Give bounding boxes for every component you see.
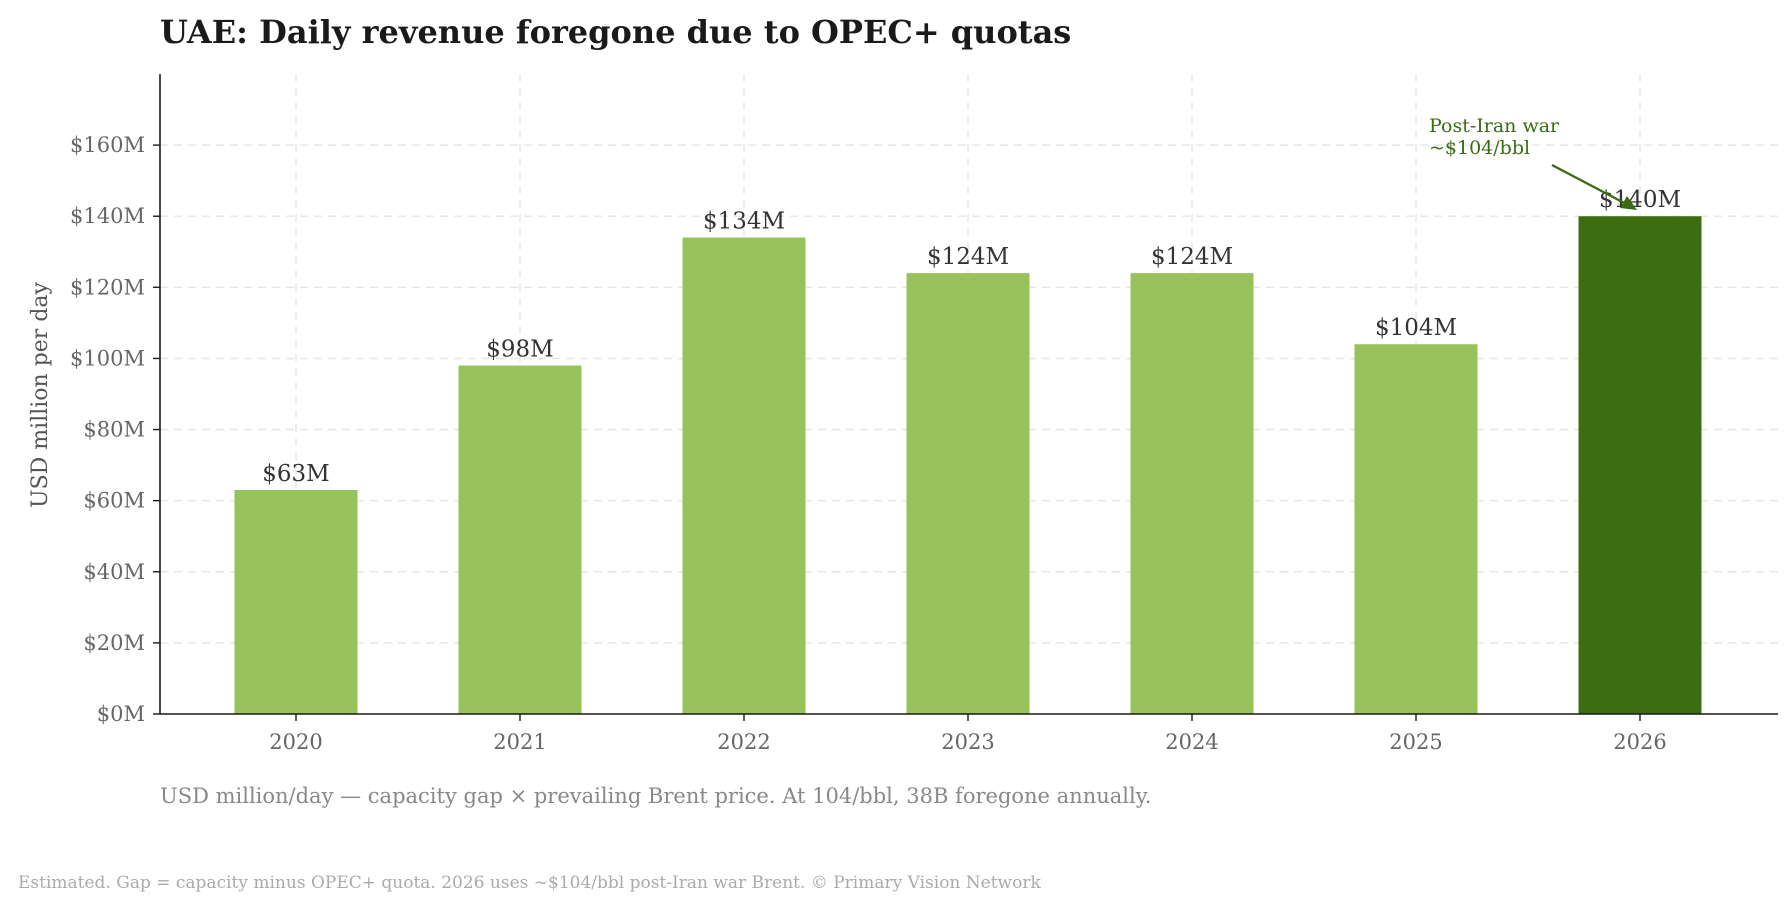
bar-2023 — [906, 273, 1030, 714]
data-label-2021: $98M — [486, 337, 553, 363]
annotation-arrow-line — [1551, 163, 1631, 208]
x-tick-label-2021: 2021 — [493, 730, 546, 754]
bar-2026 — [1578, 216, 1702, 714]
x-tick-label-2022: 2022 — [717, 730, 770, 754]
x-tick-labels: 2020 2021 2022 2023 2024 2025 2026 — [269, 714, 1667, 754]
bar-2021 — [458, 365, 582, 714]
annotation-text: Post-Iran war ~$104/bbl — [1429, 115, 1565, 159]
y-tick-label: $80M — [83, 418, 145, 442]
y-tick-label: $140M — [70, 204, 145, 228]
y-tick-label: $160M — [70, 133, 145, 157]
data-label-2020: $63M — [262, 461, 329, 487]
bar-2022 — [682, 237, 806, 715]
chart-subtitle: USD million/day — capacity gap × prevail… — [160, 784, 1151, 808]
chart-footer: Estimated. Gap = capacity minus OPEC+ qu… — [18, 873, 1041, 893]
bar-2025 — [1354, 344, 1478, 714]
bars — [234, 216, 1702, 715]
data-label-2025: $104M — [1375, 315, 1457, 341]
y-tick-label: $40M — [83, 560, 145, 584]
bar-2020 — [234, 490, 358, 714]
data-label-2024: $124M — [1151, 244, 1233, 270]
y-tick-labels: $0M $20M $40M $60M $80M $100M $120M $140M $160M — [70, 133, 160, 726]
x-tick-label-2024: 2024 — [1165, 730, 1218, 754]
bar-2024 — [1130, 273, 1254, 714]
y-tick-label: $60M — [83, 489, 145, 513]
annotation-line-2: ~$104/bbl — [1429, 137, 1530, 159]
x-tick-label-2020: 2020 — [269, 730, 322, 754]
x-tick-label-2026: 2026 — [1613, 730, 1666, 754]
chart-title: UAE: Daily revenue foregone due to OPEC+… — [160, 13, 1071, 51]
data-label-2022: $134M — [703, 209, 785, 235]
y-tick-label: $100M — [70, 346, 145, 370]
annotation-line-1: Post-Iran war — [1429, 115, 1560, 137]
y-axis-label: USD million per day — [28, 281, 53, 507]
y-tick-label: $20M — [83, 631, 145, 655]
axes — [159, 74, 1778, 715]
x-tick-label-2023: 2023 — [941, 730, 994, 754]
data-labels: $63M $98M $134M $124M $124M $104M $140M — [262, 187, 1681, 487]
y-tick-label: $120M — [70, 275, 145, 299]
y-tick-label: $0M — [97, 702, 145, 726]
annotation: Post-Iran war ~$104/bbl — [1429, 115, 1637, 210]
annotation-arrow-head — [1620, 196, 1637, 210]
data-label-2023: $124M — [927, 244, 1009, 270]
data-label-2026: $140M — [1599, 187, 1681, 213]
x-tick-label-2025: 2025 — [1389, 730, 1442, 754]
